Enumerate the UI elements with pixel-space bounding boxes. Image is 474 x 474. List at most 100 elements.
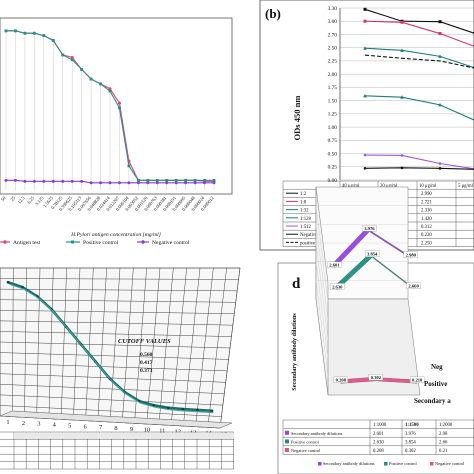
xtick-label-c: 1 <box>6 419 9 426</box>
table-d-cell: 3.976 <box>405 432 416 437</box>
series-line-b-5 <box>364 167 474 170</box>
point-b <box>400 48 404 52</box>
point-a-positive <box>42 34 46 38</box>
point-a-negative <box>136 181 140 185</box>
point-a-negative <box>165 181 169 185</box>
ytick-label-b: 2.25 <box>328 59 338 65</box>
panel-d-axis-neg: Neg <box>431 363 443 371</box>
point-a-positive <box>127 164 131 168</box>
ytick-label-b: 2.00 <box>328 72 338 78</box>
data-label-d: 2.630 <box>332 284 343 289</box>
point-a-positive <box>165 178 169 182</box>
panel-a-droplines <box>5 30 215 190</box>
ytick-label-b: 2.50 <box>328 45 338 51</box>
point-a-negative <box>13 178 17 182</box>
point-a-negative <box>146 181 150 185</box>
legend-negative: Negative control <box>152 240 190 246</box>
table-d-swatch <box>285 448 289 452</box>
point-c <box>196 408 199 412</box>
panel-b-grid <box>339 7 474 181</box>
series-line-b-1 <box>364 20 474 47</box>
legend-label-d: Secondary antibody dilutions <box>323 461 375 466</box>
legend-marker-negative <box>141 240 145 244</box>
ytick-label-b: 2.70 <box>328 32 338 38</box>
xtick-label-c: 2 <box>22 420 25 427</box>
point-a-positive <box>203 178 206 182</box>
cutoff-value-3: 0.373 <box>140 368 153 374</box>
table-b-rowname: 1:2 <box>300 192 307 197</box>
series-line-b-0 <box>364 8 474 34</box>
table-b-header: 5 μg/ml <box>458 184 474 189</box>
point-c <box>21 285 24 289</box>
series-line-b-4 <box>364 154 474 170</box>
table-b-rowname: 1:8 <box>300 200 307 205</box>
table-d-cell: 2.601 <box>373 432 384 437</box>
point-b <box>438 167 442 170</box>
ytick-label-b: 1.75 <box>328 85 338 91</box>
point-a-positive <box>146 178 150 182</box>
point-a-antigen <box>70 55 74 59</box>
point-b <box>363 7 367 11</box>
point-b <box>363 153 367 157</box>
point-b <box>438 54 442 58</box>
table-b-header: 20 μg/ml <box>380 184 398 189</box>
data-label-d: 0.302 <box>371 375 382 380</box>
table-b-rowname: 1:128 <box>300 217 312 222</box>
table-b-rowname: 1:32 <box>300 209 309 214</box>
panel-c-table <box>0 431 234 470</box>
tick-label-a: 25 <box>9 195 16 202</box>
gridline-d <box>315 261 329 358</box>
point-a-positive <box>174 178 178 182</box>
point-a-negative <box>212 181 216 185</box>
legend-marker-antigen <box>3 240 7 244</box>
panel-d-legend: Secondary antibody dilutions Positive con… <box>318 461 465 466</box>
tick-label-a: 12.5 <box>17 195 26 205</box>
legend-label-d: Negative control <box>435 461 465 466</box>
table-d-header: 1:2000 <box>439 423 453 428</box>
point-a-positive <box>80 68 84 71</box>
point-a-positive <box>89 77 93 81</box>
xtick-label-c: 3 <box>37 421 40 428</box>
xtick-label-c: 4 <box>53 422 57 429</box>
data-label-bg-d <box>406 282 421 289</box>
point-b <box>400 95 404 99</box>
table-d-swatch <box>285 430 289 435</box>
point-a-negative <box>89 181 93 185</box>
point-a-negative <box>184 181 188 185</box>
table-b-cell: 2.336 <box>421 209 432 214</box>
gridline-c-v <box>48 267 54 419</box>
panel-c: 123456789101112131415 CUTOFF VALUES 0.56… <box>0 267 241 470</box>
point-a-positive <box>51 39 55 42</box>
point-a-antigen <box>117 101 121 105</box>
point-a-positive <box>108 89 112 93</box>
panel-d-ylabel: Secondary antibody dilutions <box>291 313 298 391</box>
data-label-d: 2.601 <box>329 263 340 268</box>
point-a-negative <box>80 179 84 183</box>
gridline-c-v <box>109 267 121 423</box>
panel-d-axis-positive: Positive <box>424 380 447 388</box>
ytick-label-b: 0.75 <box>328 138 338 144</box>
tick-label-a: 50 <box>0 195 7 202</box>
ytick-label-b: 3.00 <box>328 19 338 25</box>
ytick-label-b: 1.00 <box>328 125 338 131</box>
data-label-d: 3.976 <box>364 226 375 231</box>
xtick-label-c: 10 <box>144 427 150 434</box>
point-a-positive <box>4 29 8 33</box>
point-b <box>363 93 367 98</box>
point-a-negative <box>42 179 46 183</box>
data-label-d: 0.208 <box>336 378 347 383</box>
xtick-label-c: 7 <box>99 424 103 431</box>
point-b <box>438 162 442 165</box>
point-b <box>363 46 367 50</box>
panel-c-grid <box>0 267 241 429</box>
table-d-rowname: Positive control <box>291 439 319 444</box>
panel-a: 50 25 12.5 6.253.1251.56250.781250.3906250.… <box>0 17 233 246</box>
data-label-bg-d <box>327 261 342 268</box>
data-label-bg-d <box>410 376 425 383</box>
table-b-header: 10 μg/ml <box>419 184 437 189</box>
point-b <box>400 166 404 170</box>
ytick-label-b: 1.25 <box>328 112 338 118</box>
gridline-c-v <box>121 267 134 423</box>
gridline-c-v <box>219 267 241 429</box>
